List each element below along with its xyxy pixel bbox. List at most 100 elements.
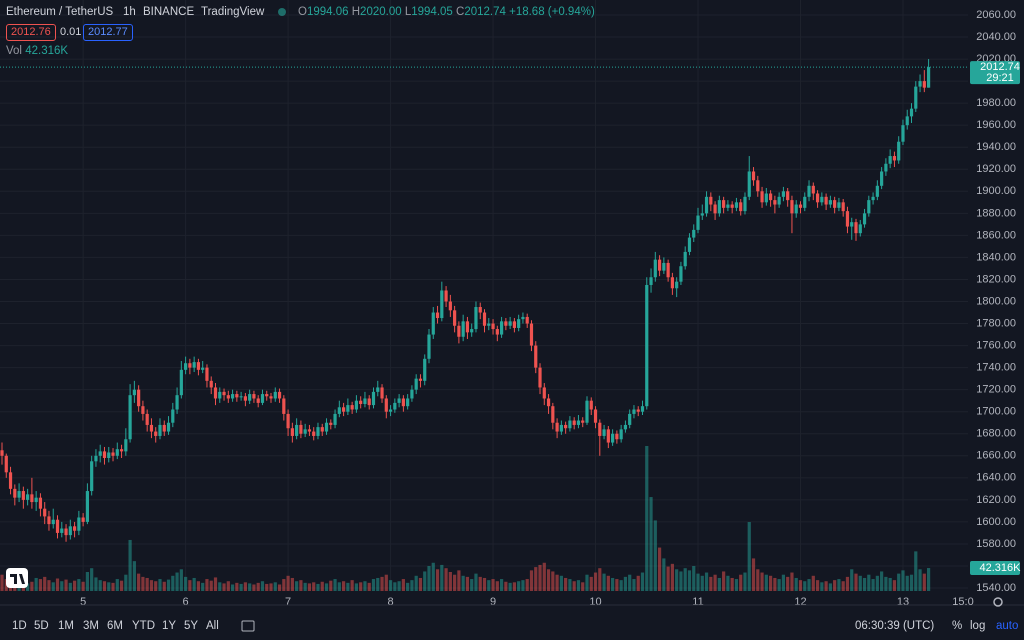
candle-body [418,378,423,381]
candle-body [572,420,576,425]
volume-bar [256,582,260,591]
volume-bar [406,582,410,591]
candle-body [867,200,871,214]
spread: 0.01 [60,26,82,38]
volume-bar [862,577,867,591]
candle-body [410,389,414,399]
candle-body [397,398,401,403]
candle-body [884,163,888,172]
candle-body [453,310,457,326]
candle-body [589,400,593,410]
replay-icon[interactable] [241,620,255,632]
candle-body [64,528,68,536]
volume-bar [760,572,764,591]
volume-bar [354,583,359,591]
volume-bar [769,575,773,591]
candle-body [149,424,154,432]
clock: 06:30:39 (UTC) [855,620,935,632]
volume-bar [756,569,760,591]
volume-bar [751,558,756,591]
volume-bar [119,580,124,591]
volume-bar [589,576,593,591]
candle-body [649,277,653,285]
volume-bar [867,574,871,591]
candle-body [329,422,333,425]
volume-bar [179,569,183,591]
range-button[interactable]: 3M [83,620,99,632]
volume-bar [841,581,845,591]
candle-body [815,193,820,203]
sell-button[interactable]: 2012.76 [6,24,56,41]
range-button[interactable]: 5D [34,620,49,632]
candle-body [602,429,606,436]
log-toggle[interactable]: log [970,620,986,632]
candle-body [13,488,17,498]
auto-toggle[interactable]: auto [996,620,1019,632]
range-button[interactable]: YTD [132,620,155,632]
volume-bar [555,574,559,591]
volume-bar [303,582,307,591]
candle-body [495,329,499,335]
volume-bar [521,580,525,591]
y-tick-label: 1540.00 [976,582,1016,594]
volume-bar [675,569,679,591]
candle-body [901,125,905,142]
volume-bar [171,575,175,591]
volume-bar [188,580,192,591]
range-button[interactable]: 1D [12,620,27,632]
volume-bar [410,580,414,591]
volume-bar [239,583,243,591]
volume-tag [970,561,1020,576]
symbol[interactable]: Ethereum / TetherUS [6,6,114,18]
volume-bar [205,579,209,591]
range-button[interactable]: All [206,620,219,632]
candle-body [559,424,563,432]
candle-body [679,266,683,282]
volume-bar [704,572,709,591]
x-tick-label: 11 [692,596,703,608]
volume-bar [277,584,282,591]
volume-bar [850,569,854,591]
settings-icon[interactable] [993,597,1003,607]
candle-body [226,395,230,399]
volume-bar [666,566,670,591]
candle-body [312,431,316,436]
candle-body [734,202,739,208]
percent-toggle[interactable]: % [952,620,963,632]
candle-body [0,450,4,456]
x-tick-label: 6 [183,596,189,608]
volume-bar [700,575,704,591]
volume-bar [346,582,350,591]
volume-bar [282,579,286,591]
volume-bar [222,583,226,591]
volume-bar [448,571,452,591]
volume-bar [572,581,576,591]
candle-body [841,202,845,212]
interval[interactable]: 1h [123,6,136,18]
candle-body [371,391,376,406]
candle-body [141,406,145,414]
candle-body [653,259,657,278]
range-button[interactable]: 1Y [162,620,177,632]
range-button[interactable]: 6M [107,620,123,632]
y-tick-label: 1900.00 [976,185,1016,197]
candle-body [845,211,850,227]
volume-bar [307,583,312,591]
candle-body [213,387,218,399]
volume-bar [363,581,367,591]
candle-body [145,413,149,425]
candle-body [388,409,393,412]
candle-body [303,429,307,434]
volume-bar [269,583,273,591]
candle-body [90,461,94,492]
range-button[interactable]: 1M [58,620,74,632]
buy-button[interactable]: 2012.77 [83,24,133,41]
candle-body [692,229,696,238]
candle-body [21,491,25,500]
candle-body [81,517,85,522]
candle-body [423,358,427,381]
range-button[interactable]: 5Y [184,620,199,632]
volume-bar [461,575,465,591]
candle-body [713,204,717,214]
volume-bar [47,580,51,591]
